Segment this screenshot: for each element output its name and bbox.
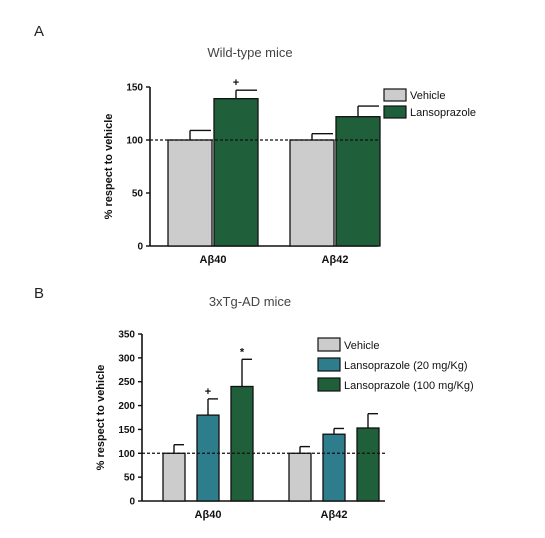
panel-a-bar: [335, 116, 381, 247]
panel-b-y-tick-label: 0: [129, 497, 135, 508]
panel-b-legend-swatch: [317, 337, 341, 352]
panel-b-bar: [288, 452, 312, 502]
panel-b-y-tick-label: 250: [118, 377, 135, 388]
panel-b-significance-mark: *: [240, 346, 245, 358]
panel-b-legend-label: Lansoprazole (20 mg/Kg): [344, 360, 468, 372]
panel-b-y-tick-label: 300: [118, 353, 135, 364]
panel-b-bar: [230, 385, 254, 502]
panel-a-letter: A: [34, 23, 44, 40]
panel-a-y-axis-label: % respect to vehicle: [103, 114, 115, 220]
panel-b-bar: [356, 427, 380, 502]
panel-b-y-tick-label: 50: [124, 473, 136, 484]
panel-b-y-tick-label: 150: [118, 425, 135, 436]
panel-a-y-tick-label: 100: [126, 136, 143, 147]
panel-b-y-tick-label: 100: [118, 449, 135, 460]
panel-b-bar: [196, 414, 220, 502]
panel-a-legend-swatch: [383, 105, 407, 119]
panel-a-y-tick-label: 50: [132, 189, 144, 200]
panel-a-significance-mark: +: [233, 77, 239, 89]
panel-b-y-tick-label: 350: [118, 330, 135, 341]
panel-a-legend-label: Vehicle: [410, 90, 445, 102]
panel-a-category-label: Aβ42: [322, 254, 349, 266]
panel-b-legend-label: Vehicle: [344, 340, 379, 352]
panel-a-bar: [289, 139, 335, 247]
panel-b-letter: B: [34, 285, 44, 302]
panel-b-significance-mark: +: [205, 386, 211, 398]
panel-b-legend-swatch: [317, 357, 341, 372]
panel-b-bar: [322, 433, 346, 502]
panel-a-category-label: Aβ40: [200, 254, 227, 266]
panel-a-y-tick-label: 150: [126, 83, 143, 94]
panel-a-y-tick-label: 0: [137, 242, 143, 253]
panel-b-y-axis-label: % respect to vehicle: [95, 365, 107, 471]
panel-b-y-tick-label: 200: [118, 401, 135, 412]
panel-b-bar: [162, 452, 186, 502]
panel-a-bar: [167, 139, 213, 247]
panel-a-bar: [213, 98, 259, 247]
panel-a-legend-label: Lansoprazole: [410, 107, 476, 119]
panel-b-title: 3xTg-AD mice: [209, 294, 291, 309]
panel-b-legend-label: Lansoprazole (100 mg/Kg): [344, 380, 474, 392]
panel-b-category-label: Aβ42: [321, 509, 348, 521]
panel-a-legend-swatch: [383, 88, 407, 102]
panel-b-legend-swatch: [317, 377, 341, 392]
panel-a-title: Wild-type mice: [207, 45, 292, 60]
panel-b-category-label: Aβ40: [195, 509, 222, 521]
